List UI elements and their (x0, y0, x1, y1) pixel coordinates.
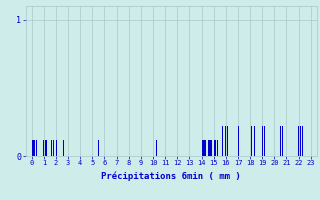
Bar (51, 140, 52, 156)
Bar (203, 140, 204, 156)
Bar (53, 140, 54, 156)
Bar (282, 126, 283, 156)
Bar (264, 126, 265, 156)
Bar (300, 126, 301, 156)
Bar (214, 140, 215, 156)
Bar (45, 140, 46, 156)
Bar (250, 126, 251, 156)
Bar (33, 140, 34, 156)
Bar (256, 26, 257, 156)
Bar (225, 126, 226, 156)
Bar (156, 140, 157, 156)
Bar (217, 140, 218, 156)
Bar (302, 126, 303, 156)
Bar (204, 140, 205, 156)
Bar (240, 126, 241, 156)
Bar (262, 126, 263, 156)
Bar (34, 140, 35, 156)
Bar (46, 140, 47, 156)
Bar (251, 126, 252, 156)
X-axis label: Précipitations 6min ( mm ): Précipitations 6min ( mm ) (101, 172, 241, 181)
Bar (215, 140, 216, 156)
Bar (63, 140, 64, 156)
Bar (32, 140, 33, 156)
Bar (209, 140, 210, 156)
Bar (36, 140, 37, 156)
Bar (58, 140, 59, 156)
Bar (202, 140, 203, 156)
Bar (98, 140, 99, 156)
Bar (227, 126, 228, 156)
Bar (280, 126, 281, 156)
Bar (254, 126, 255, 156)
Bar (56, 140, 57, 156)
Bar (210, 140, 211, 156)
Bar (205, 140, 206, 156)
Bar (298, 126, 299, 156)
Bar (208, 140, 209, 156)
Bar (238, 126, 239, 156)
